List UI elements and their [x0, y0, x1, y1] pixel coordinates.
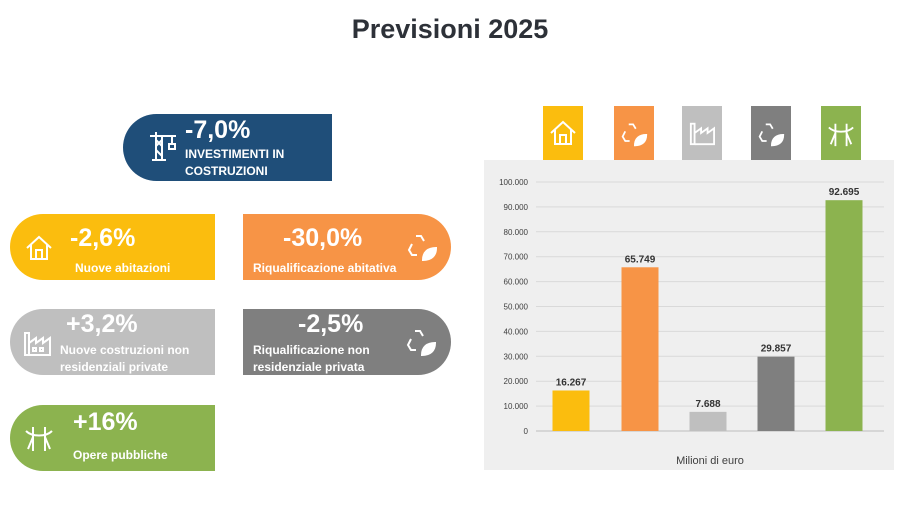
y-tick-label: 30.000	[504, 352, 529, 361]
recycle-leaf-icon	[751, 106, 791, 161]
data-label: 16.267	[556, 377, 587, 388]
y-tick-label: 10.000	[504, 402, 529, 411]
kpi-label: Nuove abitazioni	[75, 261, 171, 275]
y-tick-label: 60.000	[504, 278, 529, 287]
y-tick-label: 20.000	[504, 377, 529, 386]
y-tick-label: 80.000	[504, 228, 529, 237]
kpi-investimenti-costruzioni: -7,0% INVESTIMENTI IN COSTRUZIONI	[123, 114, 332, 181]
kpi-label: Opere pubbliche	[73, 448, 168, 462]
kpi-label: Riqualificazione abitativa	[253, 261, 397, 275]
house-icon	[543, 106, 583, 161]
kpi-percent: -30,0%	[283, 224, 363, 252]
page-title: Previsioni 2025	[351, 14, 549, 44]
bar	[825, 200, 863, 431]
bridge-icon	[24, 423, 54, 458]
kpi-nuove-abitazioni: -2,6% Nuove abitazioni	[10, 214, 215, 280]
kpi-percent: -2,5%	[298, 310, 364, 338]
chart-panel: 0 10.000 20.000 30.000 40.000 50.000 60.000 70.…	[484, 160, 894, 470]
bar	[689, 411, 727, 431]
data-label: 65.749	[625, 254, 656, 265]
kpi-label: Riqualificazione non residenziale privat…	[253, 343, 370, 374]
kpi-percent: -7,0%	[185, 116, 251, 144]
y-tick-label: 70.000	[504, 253, 529, 262]
recycle-leaf-icon	[406, 232, 438, 267]
kpi-label: INVESTIMENTI IN COSTRUZIONI	[185, 147, 285, 178]
factory-icon	[22, 329, 52, 362]
kpi-riqualificazione-abitativa: -30,0% Riqualificazione abitativa	[243, 214, 451, 280]
bar	[621, 267, 659, 431]
house-icon	[25, 235, 53, 266]
y-tick-label: 90.000	[504, 203, 529, 212]
data-label: 7.688	[695, 399, 720, 410]
kpi-riqualificazione-non-residenziale: -2,5% Riqualificazione non residenziale …	[243, 309, 451, 375]
bar	[757, 356, 795, 431]
x-axis-label: Milioni di euro	[676, 455, 744, 467]
bar-chart: 0 10.000 20.000 30.000 40.000 50.000 60.000 70.…	[499, 178, 884, 467]
kpi-percent: +3,2%	[66, 310, 138, 338]
bridge-icon	[821, 106, 861, 161]
kpi-label: Nuove costruzioni non residenziali priva…	[60, 343, 190, 374]
kpi-percent: -2,6%	[70, 224, 136, 252]
y-tick-label: 40.000	[504, 327, 529, 336]
kpi-nuove-costruzioni-non-residenziali: +3,2% Nuove costruzioni non residenziali…	[10, 309, 215, 375]
bar	[552, 390, 590, 431]
factory-icon	[682, 106, 722, 161]
data-label: 92.695	[829, 187, 860, 198]
recycle-leaf-icon	[405, 327, 437, 362]
kpi-percent: +16%	[73, 408, 138, 436]
crane-icon	[148, 128, 178, 167]
data-label: 29.857	[761, 344, 792, 355]
y-tick-label: 100.000	[499, 178, 528, 187]
recycle-leaf-icon	[614, 106, 654, 161]
y-tick-label: 50.000	[504, 303, 529, 312]
y-tick-label: 0	[524, 427, 529, 436]
kpi-opere-pubbliche: +16% Opere pubbliche	[10, 405, 215, 471]
